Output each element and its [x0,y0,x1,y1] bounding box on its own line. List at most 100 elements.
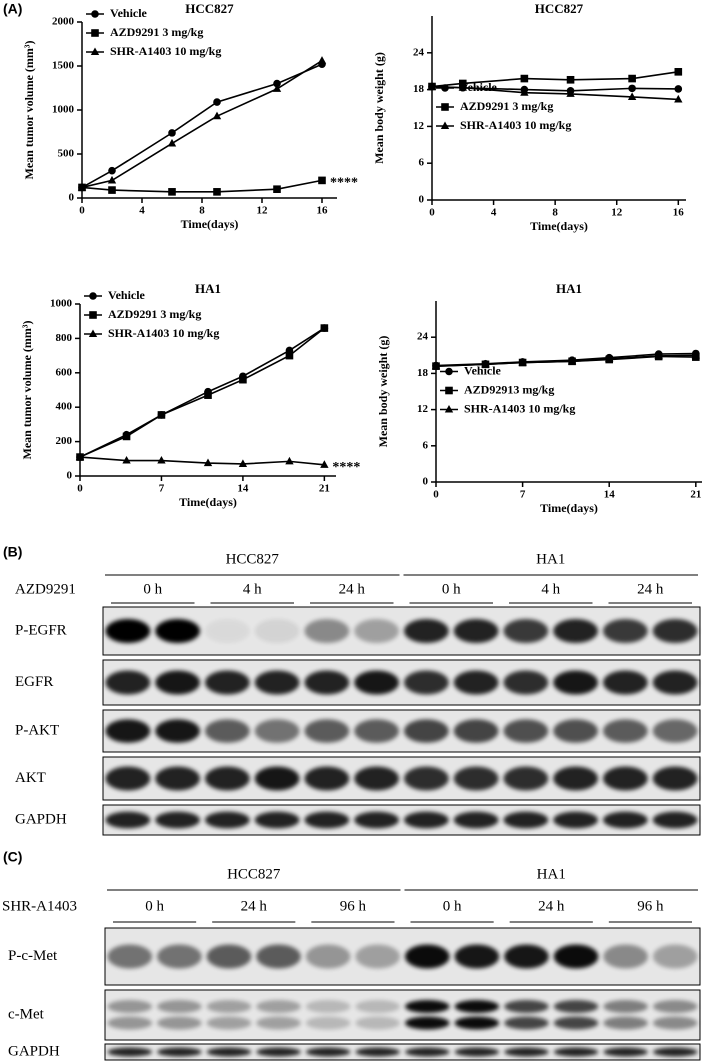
band [403,766,449,791]
series-line [81,60,323,189]
marker [481,359,490,368]
y-tick-label: 800 [56,332,73,344]
time-label: 4 h [541,581,560,597]
legend-marker [91,29,99,37]
legend-marker [88,329,98,338]
marker [458,83,467,91]
time-label: 96 h [637,898,664,914]
series-line [81,63,323,189]
y-tick-label: 2000 [52,16,75,28]
marker [317,56,327,64]
legend-label: AZD9291 3 mg/kg [110,25,203,39]
blots: (B) AZD9291 HCC827 0 h 4 h 24 h HA1 0 h 4 h 24 h P… [2,544,701,1061]
marker [320,324,329,332]
panel-label: (A) [3,1,22,17]
legend-marker [90,47,100,56]
x-tick-label: 0 [79,205,85,217]
band [503,811,549,829]
band [652,670,698,695]
band [553,670,599,695]
band [652,766,698,791]
row-label: c-Met [8,1006,45,1022]
marker [691,350,700,359]
band [254,766,300,791]
band [553,944,599,969]
band [504,1047,549,1057]
band [603,1047,648,1057]
marker [674,94,683,103]
x-tick-label: 7 [159,483,165,495]
marker [239,375,247,384]
series-line [431,71,679,88]
time-label: 0 h [145,898,164,914]
band [503,719,549,743]
band [107,1047,153,1057]
band [355,1016,401,1030]
band [553,619,599,643]
band [304,670,350,695]
x-tick-label: 16 [317,205,329,217]
y-tick-label: 200 [56,435,73,447]
time-label: 24 h [241,898,268,914]
x-tick-label: 21 [319,483,330,495]
band [602,670,648,695]
marker [107,175,117,184]
band [404,1000,450,1013]
band [206,1016,252,1030]
y-tick-label: 18 [417,367,429,379]
band [454,1016,500,1030]
marker [520,74,529,83]
y-tick-label: 1000 [52,104,75,116]
band [404,1047,450,1057]
band [602,719,648,743]
marker [567,356,577,365]
marker [318,176,326,185]
band [354,670,400,695]
band [155,670,201,695]
band [602,811,648,829]
band [157,1047,202,1057]
band [652,1016,698,1030]
x-tick-label: 12 [257,205,269,217]
chart-title: HCC827 [535,1,584,16]
row-label: GAPDH [15,811,67,827]
chart: HA1 0 200 400 600 800 1000 0 7 14 21 Time(days) Mean… [20,281,361,509]
band [553,1000,599,1013]
x-tick-label: 4 [491,207,497,219]
x-tick-label: 0 [433,489,439,501]
chart: HCC827 0 6 12 18 24 0 4 8 12 16 Time(days) Mean body… [372,1,686,233]
band [504,1000,549,1013]
x-tick-label: 14 [604,489,616,501]
row-label: P-c-Met [8,948,58,964]
band [453,670,499,695]
blot-panel: (B) AZD9291 HCC827 0 h 4 h 24 h HA1 0 h 4 h 24 h P… [3,544,701,836]
chart-title: HCC827 [185,1,234,16]
y-tick-label: 1500 [52,60,75,72]
marker [212,111,222,120]
band [652,944,698,969]
band [305,1047,351,1057]
band [155,766,201,791]
band [157,944,202,969]
band [254,811,300,829]
band [256,1047,301,1057]
y-tick-label: 12 [413,120,425,132]
y-tick-label: 1000 [50,298,73,310]
marker [168,129,176,137]
x-axis-label: Time(days) [530,219,588,233]
band [602,766,648,791]
band [354,719,400,743]
band [304,719,350,743]
marker [285,351,294,360]
blot-panel: (C) SHR-A1403 HCC827 0 h 24 h 96 h HA1 0 h 24 h 9… [2,849,701,1061]
x-tick-label: 12 [611,207,623,219]
marker [285,456,294,465]
band [204,766,250,791]
band [107,1000,153,1013]
marker [75,452,85,461]
time-label: 0 h [443,898,462,914]
y-tick-label: 0 [419,194,425,206]
band [107,944,153,969]
marker [122,455,131,464]
